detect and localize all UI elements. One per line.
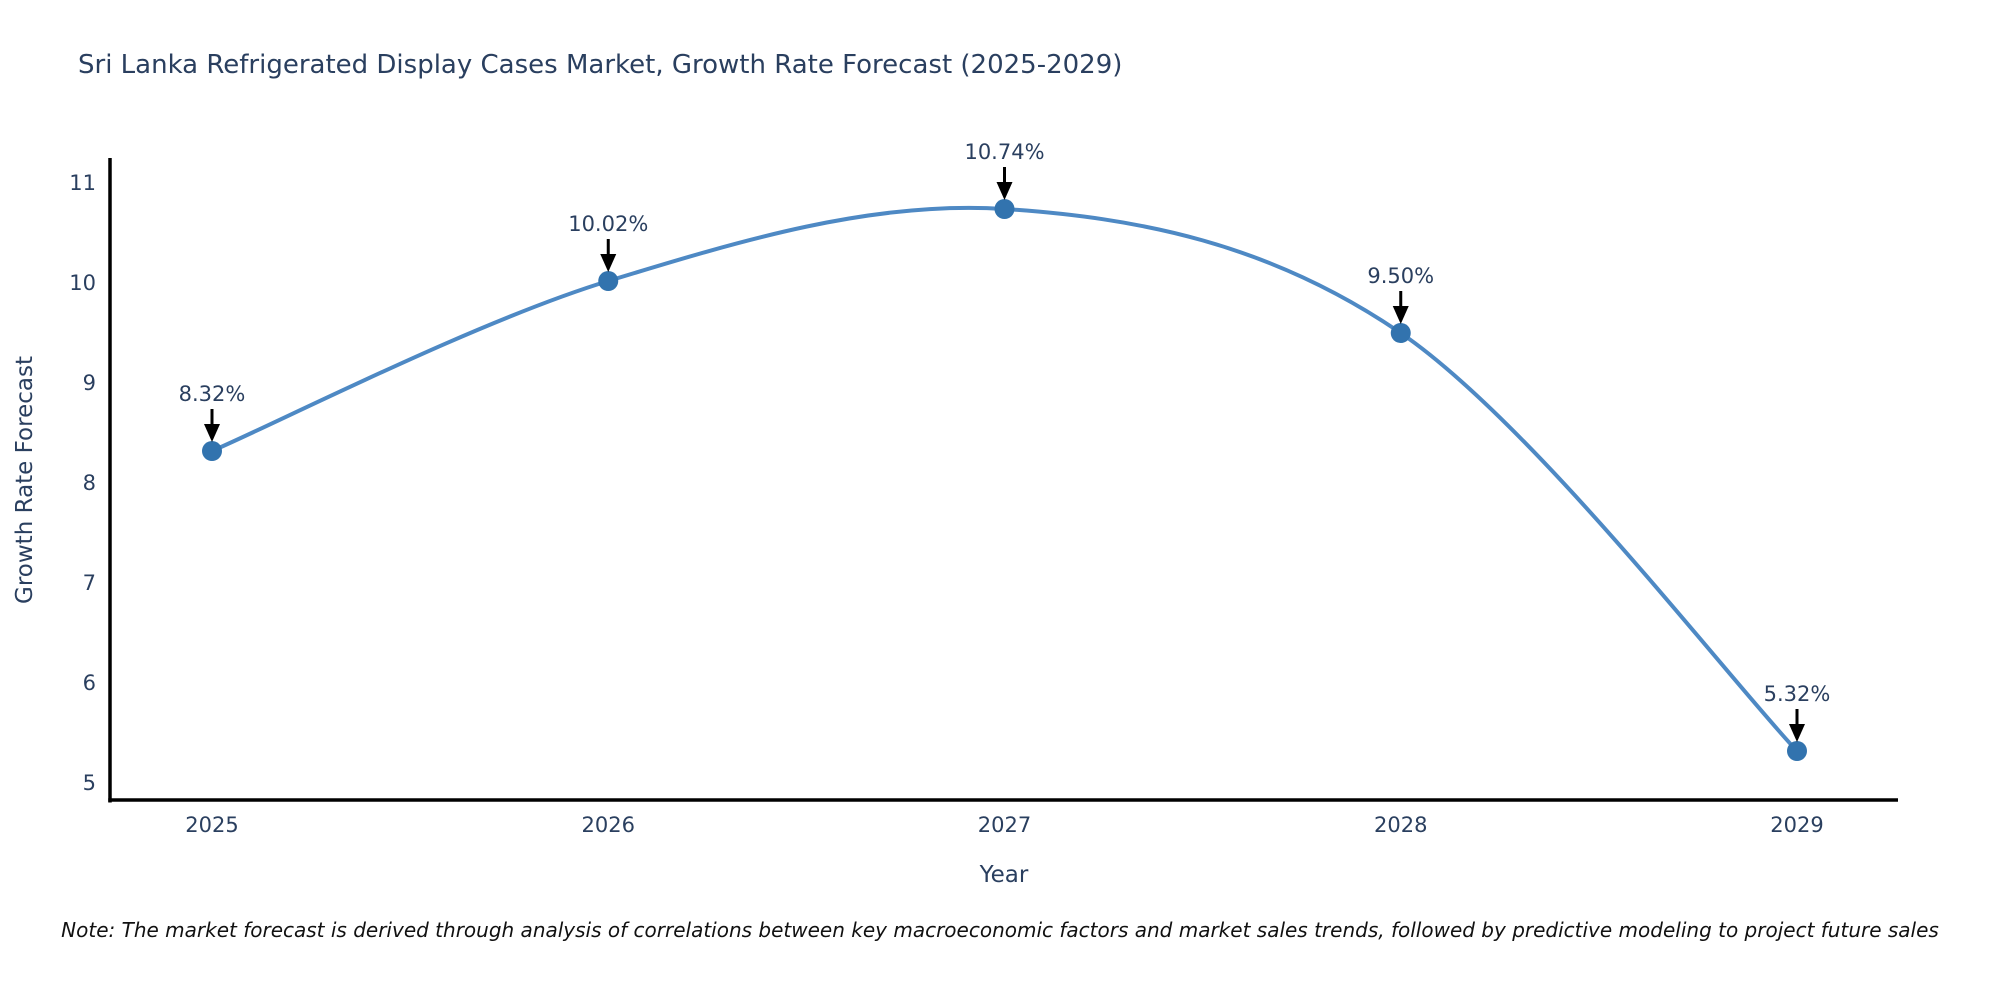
- x-axis-title: Year: [979, 862, 1029, 888]
- x-tick-label: 2029: [1770, 813, 1823, 837]
- point-annotation-label: 8.32%: [179, 382, 246, 406]
- growth-rate-line: [210, 205, 1799, 753]
- data-point-marker[interactable]: [994, 199, 1015, 219]
- x-tick-label: 2026: [582, 813, 635, 837]
- x-tick-label: 2027: [978, 813, 1031, 837]
- data-point-marker[interactable]: [1390, 323, 1411, 343]
- chart-footnote: Note: The market forecast is derived thr…: [61, 918, 1939, 942]
- point-annotation-label: 10.74%: [964, 140, 1044, 164]
- annotation-arrowhead-icon: [600, 254, 617, 272]
- y-tick-label: 8: [83, 471, 96, 495]
- chart-title: Sri Lanka Refrigerated Display Cases Mar…: [78, 50, 1123, 80]
- y-tick-label: 6: [83, 671, 96, 695]
- data-point-marker[interactable]: [598, 271, 619, 291]
- x-tick-label: 2025: [185, 813, 238, 837]
- y-tick-label: 5: [83, 771, 96, 795]
- y-tick-label: 9: [83, 371, 96, 395]
- annotation-arrowhead-icon: [1789, 724, 1805, 742]
- data-point-marker[interactable]: [1787, 741, 1807, 761]
- y-tick-label: 7: [83, 571, 96, 595]
- point-annotation-label: 10.02%: [568, 212, 648, 236]
- annotation-arrowhead-icon: [204, 424, 220, 442]
- annotation-arrowhead-icon: [996, 182, 1013, 200]
- point-annotation-label: 5.32%: [1764, 682, 1831, 706]
- y-tick-label: 11: [69, 171, 96, 195]
- data-point-marker[interactable]: [202, 441, 222, 461]
- y-tick-label: 10: [69, 271, 96, 295]
- x-tick-label: 2028: [1374, 813, 1427, 837]
- point-annotation-label: 9.50%: [1367, 264, 1434, 288]
- annotation-arrowhead-icon: [1392, 306, 1409, 324]
